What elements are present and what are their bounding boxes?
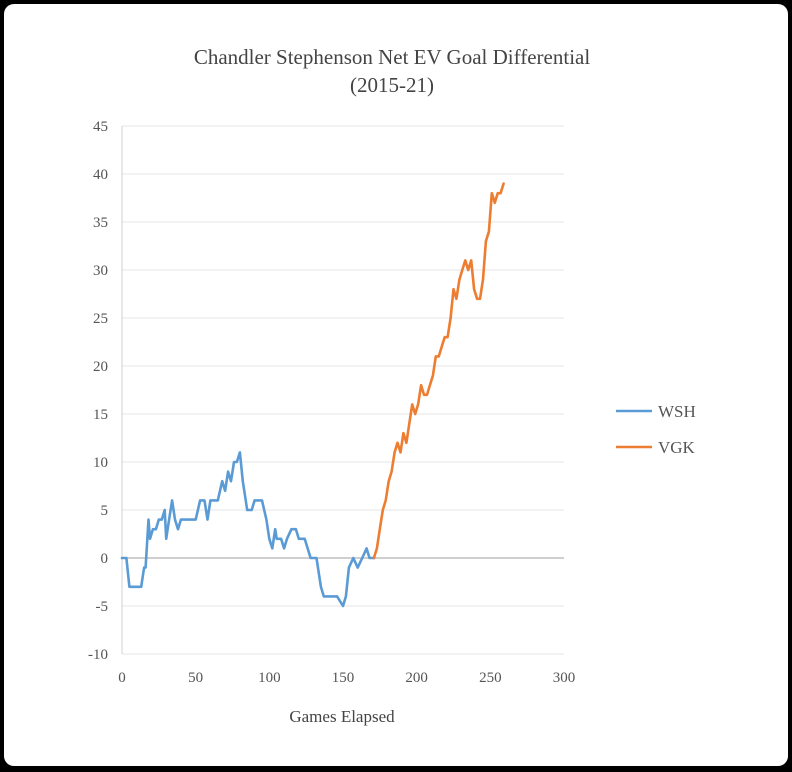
y-tick-label: 10 [93, 455, 108, 471]
chart-title: Chandler Stephenson Net EV Goal Differen… [194, 45, 591, 69]
y-tick-label: 25 [93, 311, 108, 327]
line-chart: Chandler Stephenson Net EV Goal Differen… [88, 45, 696, 726]
y-tick-label: -5 [96, 599, 109, 615]
y-tick-label: 5 [101, 503, 109, 519]
x-tick-label: 50 [188, 670, 203, 686]
legend: WSH VGK [616, 402, 696, 457]
x-tick-label: 150 [332, 670, 355, 686]
chart-subtitle: (2015-21) [350, 73, 434, 97]
y-tick-label: 15 [93, 407, 108, 423]
x-tick-label: 100 [258, 670, 281, 686]
x-axis-label: Games Elapsed [289, 707, 395, 726]
grid-lines [121, 125, 564, 655]
x-tick-label: 0 [118, 670, 126, 686]
x-tick-label: 300 [553, 670, 576, 686]
series-lines [120, 182, 505, 608]
y-tick-label: 45 [93, 119, 108, 135]
y-tick-label: -10 [88, 647, 108, 663]
y-tick-label: 20 [93, 359, 108, 375]
chart-canvas: Chandler Stephenson Net EV Goal Differen… [4, 4, 788, 766]
x-tick-label: 200 [405, 670, 428, 686]
y-tick-label: 35 [93, 215, 108, 231]
x-tick-label: 250 [479, 670, 502, 686]
series-line-vgk [372, 182, 505, 560]
legend-label-vgk: VGK [658, 438, 696, 457]
y-tick-label: 40 [93, 167, 108, 183]
y-axis-ticks: -10 -5 0 5 10 15 20 25 30 35 40 45 [88, 119, 108, 663]
y-tick-label: 0 [101, 551, 109, 567]
x-axis-ticks: 0 50 100 150 200 250 300 [118, 670, 575, 686]
series-line-wsh [120, 451, 376, 608]
y-tick-label: 30 [93, 263, 108, 279]
legend-label-wsh: WSH [658, 402, 696, 421]
